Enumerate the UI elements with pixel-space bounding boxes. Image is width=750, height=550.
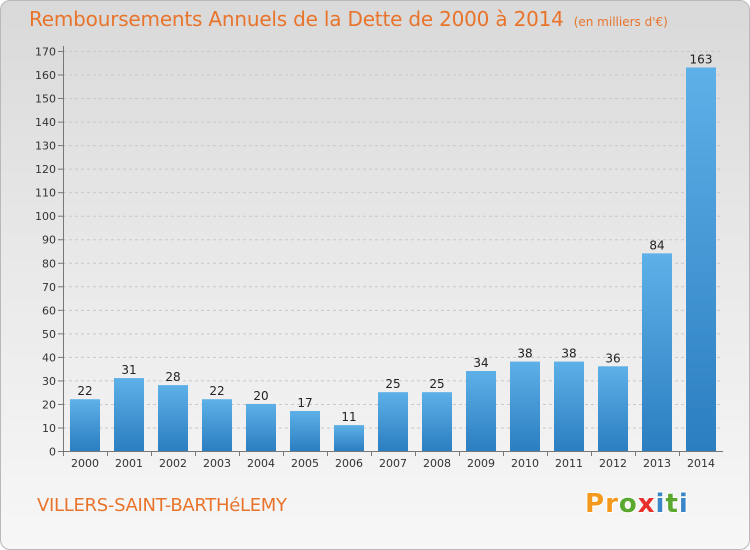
y-tick-label: 60 bbox=[42, 304, 56, 317]
y-tick-label: 130 bbox=[35, 140, 56, 153]
x-tick-label: 2011 bbox=[555, 457, 583, 470]
axes: 0 10 20 30 40 50 60 70 80 90 100 110 120 130 140 150 160… bbox=[35, 46, 723, 470]
bar bbox=[686, 67, 716, 452]
data-label: 22 bbox=[77, 384, 92, 398]
bars bbox=[70, 67, 716, 452]
x-tick-label: 2002 bbox=[159, 457, 187, 470]
x-tick-label: 2004 bbox=[247, 457, 275, 470]
bar bbox=[422, 392, 452, 451]
x-tick-label: 2014 bbox=[687, 457, 715, 470]
y-tick-label: 160 bbox=[35, 69, 56, 82]
y-tick-label: 70 bbox=[42, 281, 56, 294]
bar bbox=[642, 253, 672, 451]
logo-letter: i bbox=[678, 489, 689, 519]
x-tick-label: 2003 bbox=[203, 457, 231, 470]
data-label: 17 bbox=[297, 396, 312, 410]
commune-name: VILLERS-SAINT-BARTHéLEMY bbox=[37, 495, 287, 516]
data-label: 36 bbox=[605, 351, 620, 365]
chart-title: Remboursements Annuels de la Dette de 20… bbox=[29, 7, 564, 31]
data-label: 84 bbox=[649, 238, 664, 252]
y-tick-label: 140 bbox=[35, 116, 56, 129]
data-label: 20 bbox=[253, 389, 268, 403]
x-tick-label: 2009 bbox=[467, 457, 495, 470]
logo-letter: o bbox=[618, 489, 638, 519]
data-label: 22 bbox=[209, 384, 224, 398]
bar bbox=[202, 399, 232, 451]
bar bbox=[598, 366, 628, 451]
title-row: Remboursements Annuels de la Dette de 20… bbox=[29, 7, 668, 31]
y-tick-label: 30 bbox=[42, 375, 56, 388]
x-tick-label: 2012 bbox=[599, 457, 627, 470]
data-label: 25 bbox=[429, 377, 444, 391]
bar bbox=[246, 403, 276, 451]
data-label: 25 bbox=[385, 377, 400, 391]
bar bbox=[114, 378, 144, 451]
logo-letter: r bbox=[605, 489, 619, 519]
data-label: 34 bbox=[473, 356, 488, 370]
data-label: 28 bbox=[165, 370, 180, 384]
data-label: 11 bbox=[341, 410, 356, 424]
proxiti-logo: Proxiti bbox=[585, 489, 689, 519]
y-tick-label: 90 bbox=[42, 234, 56, 247]
bar bbox=[510, 361, 540, 451]
x-tick-label: 2006 bbox=[335, 457, 363, 470]
bar bbox=[290, 411, 320, 451]
x-tick-label: 2010 bbox=[511, 457, 539, 470]
bar bbox=[466, 371, 496, 451]
data-label: 163 bbox=[690, 52, 713, 66]
y-tick-label: 100 bbox=[35, 210, 56, 223]
logo-letter: t bbox=[665, 489, 679, 519]
x-tick-label: 2000 bbox=[71, 457, 99, 470]
y-tick-label: 50 bbox=[42, 328, 56, 341]
x-tick-label: 2001 bbox=[115, 457, 143, 470]
chart-subtitle: (en milliers d'€) bbox=[573, 15, 668, 29]
y-tick-label: 110 bbox=[35, 187, 56, 200]
logo-letter: P bbox=[585, 489, 606, 519]
y-tick-label: 0 bbox=[49, 446, 56, 459]
logo-letter: i bbox=[655, 489, 666, 519]
data-labels: 22 31 28 22 20 17 11 25 25 34 38 38 36 84 163 bbox=[77, 52, 712, 424]
data-label: 38 bbox=[517, 347, 532, 361]
y-tick-label: 80 bbox=[42, 257, 56, 270]
x-tick-label: 2007 bbox=[379, 457, 407, 470]
x-tick-label: 2008 bbox=[423, 457, 451, 470]
logo-letter: x bbox=[637, 489, 656, 519]
y-tick-label: 150 bbox=[35, 93, 56, 106]
y-tick-label: 20 bbox=[42, 398, 56, 411]
y-tick-label: 120 bbox=[35, 163, 56, 176]
y-tick-label: 170 bbox=[35, 46, 56, 59]
bar bbox=[70, 399, 100, 451]
bar bbox=[334, 425, 364, 451]
bar bbox=[554, 361, 584, 451]
y-tick-label: 40 bbox=[42, 351, 56, 364]
bar bbox=[378, 392, 408, 451]
y-tick-label: 10 bbox=[42, 422, 56, 435]
x-tick-label: 2013 bbox=[643, 457, 671, 470]
data-label: 31 bbox=[121, 363, 136, 377]
data-label: 38 bbox=[561, 347, 576, 361]
bar bbox=[158, 385, 188, 451]
x-tick-label: 2005 bbox=[291, 457, 319, 470]
